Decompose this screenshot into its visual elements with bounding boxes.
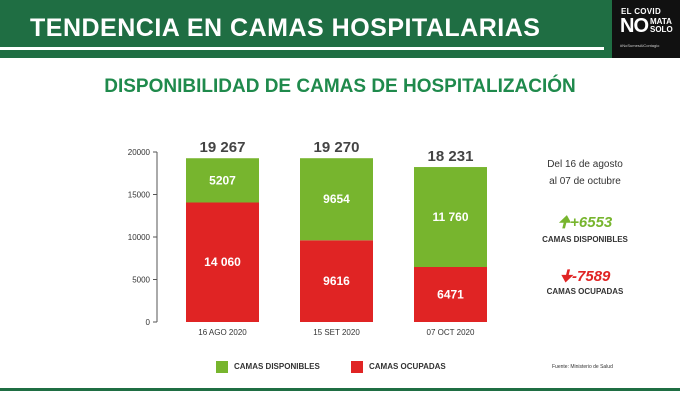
occupied-change-value: -7589 [572, 268, 611, 285]
legend-swatch-occupied [351, 361, 363, 373]
bar-occupied [186, 202, 259, 322]
bottom-rule [0, 388, 680, 391]
y-tick-label: 15000 [128, 191, 151, 200]
data-label-occupied: 9616 [323, 274, 350, 288]
available-change: 🠉+6553 [520, 212, 650, 237]
x-tick-label: 16 AGO 2020 [198, 328, 247, 337]
logo-mata: MATA [650, 17, 672, 26]
occupied-change: 🠋-7589 [520, 266, 650, 291]
available-change-label: CAMAS DISPONIBLES [542, 235, 628, 244]
bar-available [300, 158, 373, 241]
header-rule [0, 47, 604, 50]
data-label-occupied: 14 060 [204, 255, 241, 269]
logo-solo: SOLO [650, 25, 673, 34]
legend-label-occupied: CAMAS OCUPADAS [369, 362, 446, 371]
y-tick-label: 10000 [128, 233, 151, 242]
bar-available [186, 158, 259, 203]
date-range-text: Del 16 de agosto al 07 de octubre [520, 156, 650, 190]
arrow-up-icon: 🠉 [557, 214, 571, 231]
y-tick-label: 20000 [128, 148, 151, 157]
legend-label-available: CAMAS DISPONIBLES [234, 362, 320, 371]
range-line-1: Del 16 de agosto [547, 159, 623, 170]
bar-available [414, 167, 487, 267]
range-line-2: al 07 de octubre [549, 176, 621, 187]
page-title: TENDENCIA EN CAMAS HOSPITALARIAS [30, 14, 541, 42]
bar-occupied [300, 240, 373, 322]
total-label: 19 267 [200, 139, 246, 156]
header-banner: TENDENCIA EN CAMAS HOSPITALARIAS EL COVI… [0, 0, 680, 58]
available-change-value: +6553 [570, 214, 613, 231]
x-tick-label: 15 SET 2020 [313, 328, 360, 337]
data-label-available: 9654 [323, 192, 350, 206]
legend-swatch-available [216, 361, 228, 373]
chart-title: DISPONIBILIDAD DE CAMAS DE HOSPITALIZACI… [104, 76, 576, 97]
data-label-occupied: 6471 [437, 287, 464, 301]
logo-no: NO [620, 15, 649, 37]
campaign-logo: EL COVID NO MATA SOLO #NoSumesAlContagio [612, 0, 680, 58]
x-tick-label: 07 OCT 2020 [427, 328, 475, 337]
source-note: Fuente: Ministerio de Salud [552, 364, 613, 370]
logo-mata-solo: MATA SOLO [650, 18, 673, 34]
y-tick-label: 0 [146, 318, 151, 327]
logo-hashtag: #NoSumesAlContagio [620, 43, 660, 48]
bar-occupied [414, 266, 487, 322]
total-label: 19 270 [314, 139, 360, 156]
arrow-down-icon: 🠋 [559, 268, 573, 285]
data-label-available: 5207 [209, 173, 236, 187]
occupied-change-label: CAMAS OCUPADAS [546, 287, 624, 296]
data-label-available: 11 760 [432, 210, 468, 224]
logo-line1: EL COVID [621, 7, 662, 16]
total-label: 18 231 [428, 148, 474, 165]
y-tick-label: 5000 [132, 276, 150, 285]
